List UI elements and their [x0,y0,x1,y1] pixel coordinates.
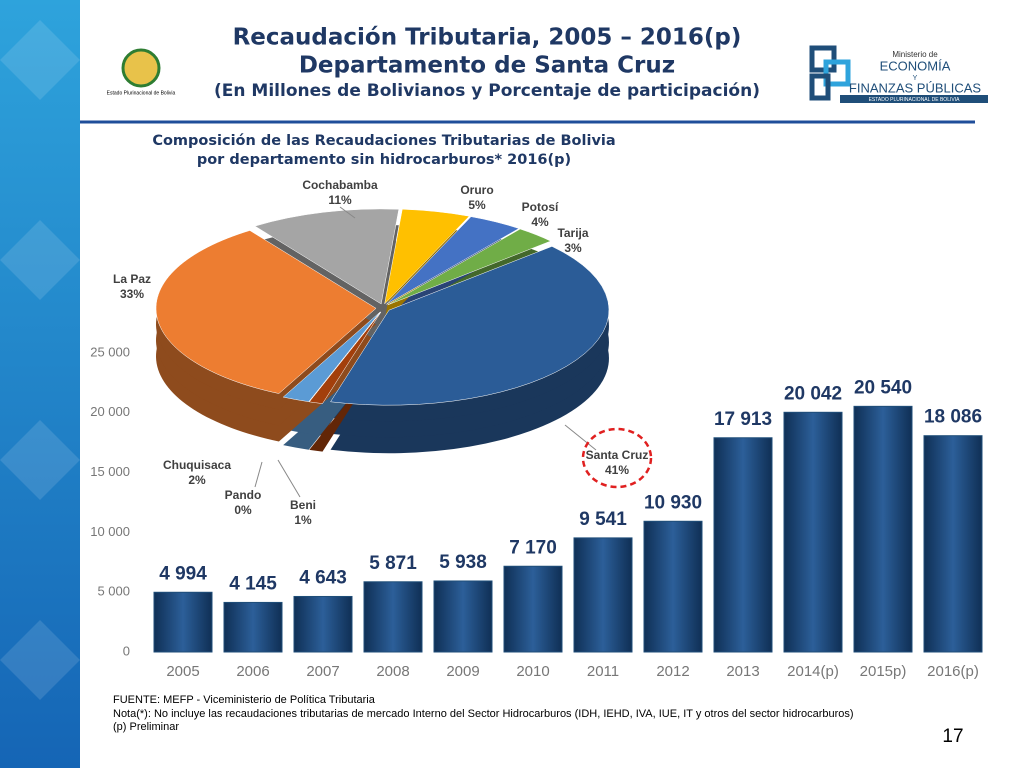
value-label: 18 086 [924,407,982,428]
pie-slice [155,230,377,394]
bar [433,580,493,653]
x-tick-label: 2006 [236,663,269,680]
slice-label: Chuquisaca [163,458,231,472]
pie-title: Composición de las Recaudaciones Tributa… [152,133,615,149]
leader-line [277,459,301,498]
x-tick-label: 2013 [726,663,759,680]
value-label: 17 913 [714,409,772,430]
slice-value: 3% [564,241,582,255]
bar [853,405,913,653]
slice-value: 2% [188,473,206,487]
value-label: 20 540 [854,377,912,398]
bar [923,435,983,653]
bar [643,520,703,653]
y-tick-label: 0 [123,643,130,658]
logo-text: FINANZAS PÚBLICAS [849,80,982,95]
x-tick-label: 2005 [166,663,199,680]
leader-line [254,461,263,488]
pie-title: por departamento sin hidrocarburos* 2016… [197,152,571,168]
x-tick-label: 2011 [587,663,619,680]
bar-chart: 0 5 000 10 000 15 000 20 000 25 000 4 994 2005 4… [90,344,983,680]
value-label: 5 938 [439,552,487,573]
slice-label: Beni [290,498,316,512]
value-label: 4 994 [159,563,207,584]
value-label: 10 930 [644,492,702,513]
pie-slice [254,208,400,305]
bar [783,411,843,653]
bar [153,591,213,653]
logo-text: ESTADO PLURINACIONAL DE BOLIVIA [869,97,961,103]
logo-text: ECONOMÍA [880,58,951,73]
bar [293,595,353,653]
footnote: Nota(*): No incluye las recaudaciones tr… [113,708,854,720]
logo-text: Y [913,75,918,82]
x-tick-label: 2008 [376,663,409,680]
x-tick-label: 2009 [446,663,479,680]
pie-slice [384,208,470,305]
slice-value: 41% [605,463,629,477]
value-label: 9 541 [579,509,627,530]
slice-value: 11% [328,193,352,207]
leader-line [564,424,597,451]
pie-slice [308,311,381,402]
x-tick-label: 2007 [306,663,339,680]
highlight-circle [581,427,653,489]
bar [573,537,633,653]
slice-label: Cochabamba [302,178,378,192]
footnote: FUENTE: MEFP - Viceministerio de Polític… [113,694,376,706]
value-label: 4 643 [299,567,347,588]
bar [223,601,283,653]
slice-value: 0% [234,503,252,517]
leader-line [339,206,356,219]
value-label: 7 170 [509,537,557,558]
pie-slice [330,246,610,406]
slice-value: 5% [468,198,486,212]
x-tick-label: 2010 [516,663,549,680]
slice-label: Potosí [522,200,559,214]
x-tick-label: 2015p) [860,663,907,680]
slice-label: La Paz [113,272,151,286]
bar [363,581,423,653]
title: Recaudación Tributaria, 2005 – 2016(p) [233,25,742,51]
pie-slice [387,228,552,306]
slice-label: Santa Cruz [586,448,649,462]
y-tick-label: 10 000 [90,524,130,539]
bar [713,437,773,653]
y-tick-label: 5 000 [97,584,130,599]
bar [503,565,563,653]
logo-text: Estado Plurinacional de Bolivia [107,90,176,96]
y-tick-label: 15 000 [90,464,130,479]
slice-label: Oruro [460,183,493,197]
footnote: (p) Preliminar [113,721,179,733]
subtitle: Departamento de Santa Cruz [299,53,675,79]
slice-value: 33% [120,287,144,301]
page-number: 17 [942,726,963,747]
slice-value: 4% [531,215,549,229]
x-tick-label: 2014(p) [787,663,839,680]
units: (En Millones de Bolivianos y Porcentaje … [214,81,760,101]
y-tick-label: 25 000 [90,344,130,359]
left-logo: Estado Plurinacional de Bolivia [107,48,176,96]
strip-pattern [0,20,80,700]
pie-slice [282,311,381,402]
slice-label: Tarija [557,226,588,240]
x-tick-label: 2012 [656,663,689,680]
x-tick-label: 2016(p) [927,663,979,680]
slice-value: 1% [294,513,312,527]
value-label: 5 871 [369,553,417,574]
side-strip [0,0,80,768]
slice-label: Pando [225,488,262,502]
value-label: 20 042 [784,383,842,404]
right-logo: Ministerio de ECONOMÍA Y FINANZAS PÚBLIC… [809,45,988,103]
logo-text: Ministerio de [892,50,938,59]
pie-slice [386,216,520,305]
value-label: 4 145 [229,573,277,594]
y-tick-label: 20 000 [90,404,130,419]
